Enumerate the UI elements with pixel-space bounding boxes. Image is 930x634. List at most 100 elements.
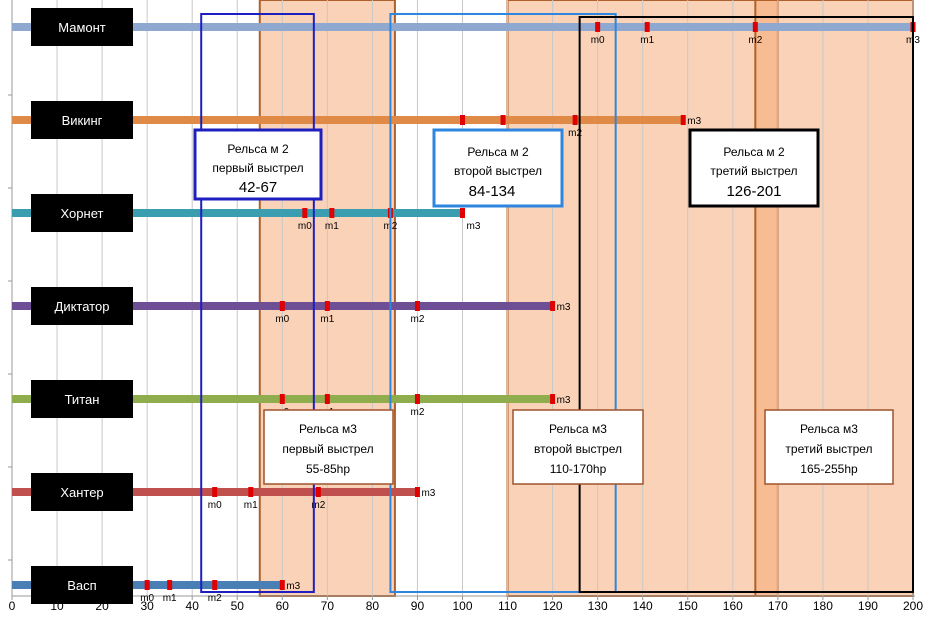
robot-label-bg [31, 473, 133, 511]
x-tick-label-200: 200 [903, 599, 923, 613]
marker-m1 [500, 115, 506, 125]
marker-m2 [315, 487, 321, 497]
x-tick-label-170: 170 [768, 599, 788, 613]
x-tick-label-50: 50 [231, 599, 245, 613]
m2-shot1-subtitle: первый выстрел [212, 161, 303, 175]
marker-m3 [460, 208, 465, 218]
marker-label-m1: m1 [244, 500, 258, 511]
series-6: m0 m1 m2 m3 [12, 487, 436, 511]
x-tick-label-140: 140 [633, 599, 653, 613]
marker-label-m0: m0 [208, 500, 222, 511]
m3-shot2-title: Рельса м3 [549, 422, 607, 436]
marker-label-m0: m0 [591, 35, 605, 46]
m2-shot2-range: 84-134 [469, 183, 516, 200]
m2-shot3-annotation: Рельса м 2 третий выстрел 126-201 [688, 128, 820, 208]
robot-label-6: Хантер [31, 473, 133, 511]
m3-shot3-range: 165-255hp [800, 462, 858, 476]
grid-lines [56, 0, 914, 596]
x-tick-label-130: 130 [588, 599, 608, 613]
robot-label-3: Хорнет [31, 194, 133, 232]
robot-label-bg [31, 380, 133, 418]
m3-shot3-annotation: Рельса м3 третий выстрел 165-255hp [764, 409, 894, 485]
bar-2 [12, 116, 684, 124]
robot-labels: Мамонт Викинг Хорнет Диктатор Титан Хантер Вас… [31, 8, 133, 604]
robot-label-7: Васп [31, 566, 133, 604]
robot-label-4: Диктатор [31, 287, 133, 325]
marker-m3 [414, 487, 420, 497]
robot-name: Васп [67, 578, 96, 593]
x-tick-label-90: 90 [411, 599, 425, 613]
m3-shot2-subtitle: второй выстрел [534, 442, 622, 456]
m2-shot3-range: 126-201 [726, 183, 781, 200]
marker-m2 [414, 394, 420, 404]
x-tick-label-120: 120 [543, 599, 563, 613]
bars: m0 m1 m2 m3 m0 m1 m2 m3 m0 m1 m2 m3 m0 m1 m2 m3 m0 m1 m2 m3… [12, 22, 920, 604]
m3-shot2-range: 110-170hp [550, 462, 607, 476]
m3-shot2-annotation: Рельса м3 второй выстрел 110-170hp [512, 409, 644, 485]
marker-label-m3: m3 [467, 221, 481, 232]
marker-label-m0: m0 [298, 221, 312, 232]
marker-m0 [144, 580, 150, 590]
x-tick-label-30: 30 [140, 599, 154, 613]
x-tick-label-150: 150 [678, 599, 698, 613]
m2-shot1-range: 42-67 [239, 179, 277, 196]
marker-label-m3: m3 [687, 116, 701, 127]
series-7: m0 m1 m2 m3 [12, 580, 301, 604]
marker-label-m2: m2 [311, 500, 325, 511]
marker-m0 [302, 208, 308, 218]
x-tick-label-160: 160 [723, 599, 743, 613]
marker-m3 [279, 580, 285, 590]
x-tick-label-80: 80 [366, 599, 380, 613]
robot-label-bg [31, 566, 133, 604]
marker-m1 [324, 301, 330, 311]
rail-m2-shot1-box [200, 13, 315, 593]
x-tick-label-0: 0 [9, 599, 16, 613]
m3-shot1-annotation: Рельса м3 первый выстрел 55-85hp [263, 409, 394, 485]
marker-m0 [460, 115, 465, 125]
m3-shot1-subtitle: первый выстрел [282, 442, 373, 456]
marker-label-m2: m2 [410, 314, 424, 325]
marker-label-m2: m2 [410, 407, 424, 418]
m2-shot2-subtitle: второй выстрел [454, 164, 542, 178]
m3-shot3-subtitle: третий выстрел [785, 442, 872, 456]
shaded-ranges [258, 0, 915, 597]
marker-label-m3: m3 [557, 302, 571, 313]
marker-label-m2: m2 [568, 128, 582, 139]
marker-m0 [279, 394, 285, 404]
robot-name: Хантер [60, 485, 103, 500]
x-tick-label-100: 100 [452, 599, 472, 613]
marker-m1 [324, 394, 330, 404]
robot-name: Титан [65, 392, 100, 407]
marker-label-m1: m1 [325, 221, 339, 232]
marker-m1 [248, 487, 254, 497]
robot-name: Диктатор [55, 299, 110, 314]
m3-shot3-title: Рельса м3 [800, 422, 858, 436]
marker-label-m3: m3 [286, 581, 300, 592]
m2-shot2-title: Рельса м 2 [467, 145, 529, 159]
marker-m0 [595, 22, 601, 32]
m2-shot1-annotation: Рельса м 2 первый выстрел 42-67 [193, 128, 323, 201]
robot-name: Хорнет [61, 206, 104, 221]
series-4: m0 m1 m2 m3 [12, 301, 571, 325]
marker-label-m0: m0 [140, 593, 154, 604]
robot-label-bg [31, 101, 133, 139]
marker-m2 [572, 115, 578, 125]
marker-label-m3: m3 [557, 395, 571, 406]
marker-m1 [329, 208, 335, 218]
marker-label-m3: m3 [421, 488, 435, 499]
x-tick-label-110: 110 [498, 599, 517, 613]
bar-1 [12, 23, 913, 31]
marker-m2 [752, 22, 758, 32]
m2-shot3-title: Рельса м 2 [723, 145, 785, 159]
marker-label-m2: m2 [208, 593, 222, 604]
robot-label-bg [31, 287, 133, 325]
m2-shot2-annotation: Рельса м 2 второй выстрел 84-134 [432, 128, 564, 208]
marker-m2 [212, 580, 218, 590]
marker-m1 [644, 22, 650, 32]
robot-label-2: Викинг [31, 101, 133, 139]
m3-shot1-range: 55-85hp [306, 462, 350, 476]
bar-3 [12, 209, 463, 217]
robot-label-bg [31, 194, 133, 232]
range-outlines [200, 13, 914, 593]
m3-shot1-title: Рельса м3 [299, 422, 357, 436]
